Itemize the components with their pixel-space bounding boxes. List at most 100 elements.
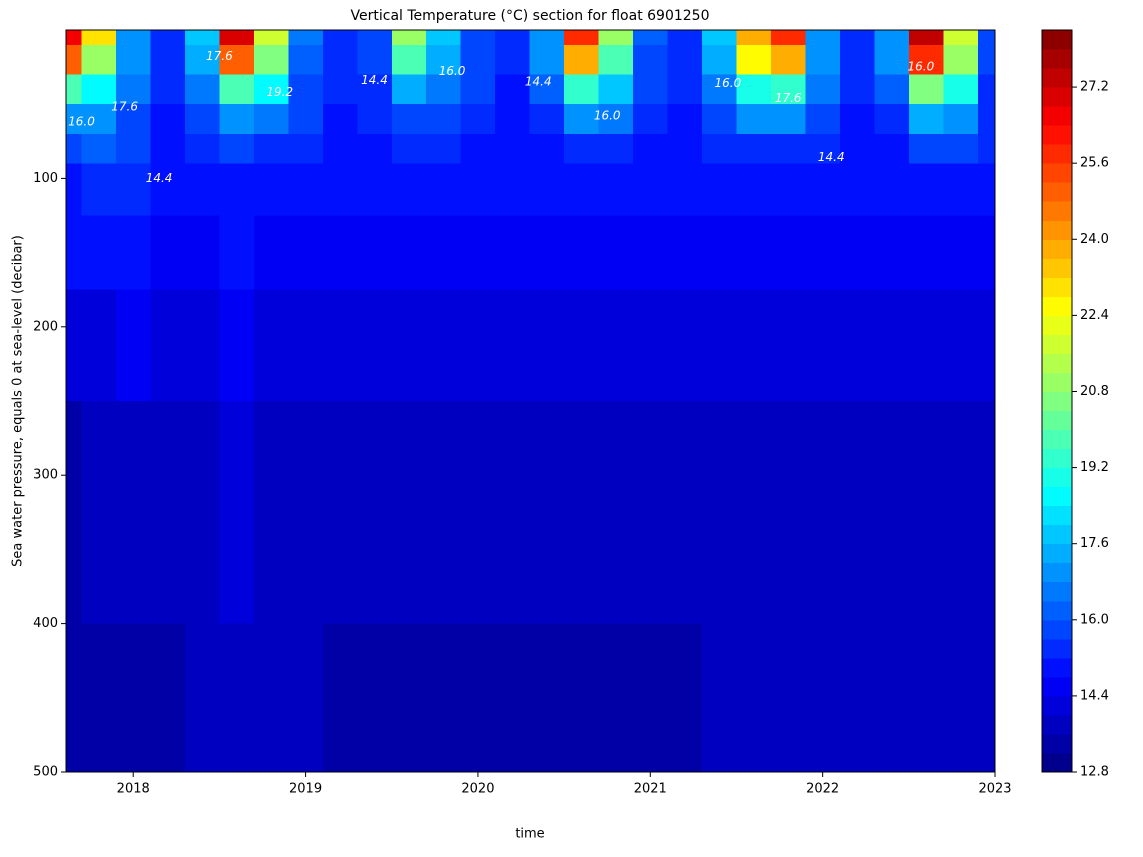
- field-cell: [633, 44, 669, 76]
- contour-label: 19.2: [266, 85, 293, 99]
- colorbar-band: [1042, 201, 1072, 221]
- field-cell: [391, 623, 427, 773]
- contour-label: 16.0: [439, 64, 466, 78]
- field-cell: [81, 133, 117, 165]
- field-cell: [564, 104, 600, 135]
- field-cell: [667, 74, 703, 105]
- field-cell: [839, 30, 875, 46]
- field-cell: [598, 74, 634, 105]
- field-cell: [66, 623, 83, 773]
- colorbar-band: [1042, 467, 1072, 488]
- field-cell: [977, 133, 996, 165]
- field-cell: [908, 623, 944, 773]
- field-cell: [770, 163, 807, 217]
- field-cell: [115, 30, 152, 46]
- field-cell: [357, 215, 393, 291]
- contour-label: 16.0: [714, 76, 741, 90]
- field-cell: [184, 133, 220, 165]
- field-cell: [391, 44, 427, 76]
- field-cell: [839, 74, 875, 105]
- field-cell: [115, 133, 152, 165]
- colorbar-band: [1042, 448, 1072, 469]
- colorbar-band: [1042, 277, 1072, 297]
- colorbar-band: [1042, 163, 1072, 183]
- field-cell: [322, 623, 358, 773]
- field-cell: [115, 215, 152, 291]
- field-cell: [460, 44, 496, 76]
- colorbar-band: [1042, 600, 1072, 621]
- field-cell: [805, 401, 841, 625]
- field-cell: [598, 623, 634, 773]
- field-cell: [253, 30, 289, 46]
- field-cell: [805, 623, 841, 773]
- field-cell: [460, 289, 496, 402]
- field-cell: [633, 215, 669, 291]
- colorbar-band: [1042, 220, 1072, 240]
- field: [66, 30, 996, 773]
- field-cell: [701, 133, 738, 165]
- field-cell: [357, 401, 393, 625]
- field-cell: [150, 104, 186, 135]
- field-cell: [288, 30, 324, 46]
- y-tick-label: 500: [33, 765, 58, 780]
- field-cell: [184, 74, 220, 105]
- field-cell: [391, 401, 427, 625]
- colorbar-tick-label: 20.8: [1080, 384, 1109, 399]
- field-cell: [253, 74, 289, 105]
- colorbar-band: [1042, 638, 1072, 659]
- field-cell: [253, 401, 289, 625]
- field-cell: [736, 163, 772, 217]
- field-cell: [667, 289, 703, 402]
- colorbar-frame: [1041, 29, 1073, 773]
- field-cell: [426, 44, 462, 76]
- field-cell: [977, 74, 996, 105]
- field-cell: [770, 623, 807, 773]
- field-cell: [564, 289, 600, 402]
- contour-label: 16.0: [594, 109, 621, 123]
- field-cell: [495, 289, 531, 402]
- field-cell: [495, 163, 531, 217]
- field-cell: [495, 133, 531, 165]
- colorbar-band: [1042, 372, 1072, 392]
- field-cell: [219, 30, 255, 46]
- field-cell: [839, 163, 875, 217]
- field-cell: [598, 289, 634, 402]
- chart-title: Vertical Temperature (°C) section for fl…: [351, 8, 710, 24]
- field-cell: [977, 215, 996, 291]
- field-cell: [357, 163, 393, 217]
- field-cell: [391, 163, 427, 217]
- field-cell: [495, 623, 531, 773]
- field-cell: [460, 74, 496, 105]
- field-cell: [977, 623, 996, 773]
- colorbar-band: [1042, 733, 1072, 754]
- field-cell: [736, 215, 772, 291]
- field-cell: [253, 163, 289, 217]
- field-cell: [667, 163, 703, 217]
- field-cell: [66, 44, 83, 76]
- field-cell: [529, 401, 565, 625]
- contour-label: 16.0: [908, 60, 935, 74]
- field-cell: [184, 623, 220, 773]
- field-cell: [736, 74, 772, 105]
- x-tick-label: 2020: [461, 782, 494, 797]
- field-cell: [81, 401, 117, 625]
- field-cell: [66, 74, 83, 105]
- field-cell: [598, 44, 634, 76]
- field-cell: [322, 74, 358, 105]
- field-cell: [839, 44, 875, 76]
- field-cell: [701, 30, 738, 46]
- field-cell: [357, 623, 393, 773]
- field-cell: [770, 44, 807, 76]
- field-cell: [529, 133, 565, 165]
- field-cell: [460, 401, 496, 625]
- field-cell: [66, 104, 83, 135]
- field-cell: [391, 104, 427, 135]
- field-cell: [460, 215, 496, 291]
- field-cell: [460, 163, 496, 217]
- field-cell: [770, 289, 807, 402]
- field-cell: [81, 623, 117, 773]
- field-cell: [943, 623, 979, 773]
- colorbar-band: [1042, 543, 1072, 564]
- field-cell: [736, 104, 772, 135]
- field-cell: [150, 30, 186, 46]
